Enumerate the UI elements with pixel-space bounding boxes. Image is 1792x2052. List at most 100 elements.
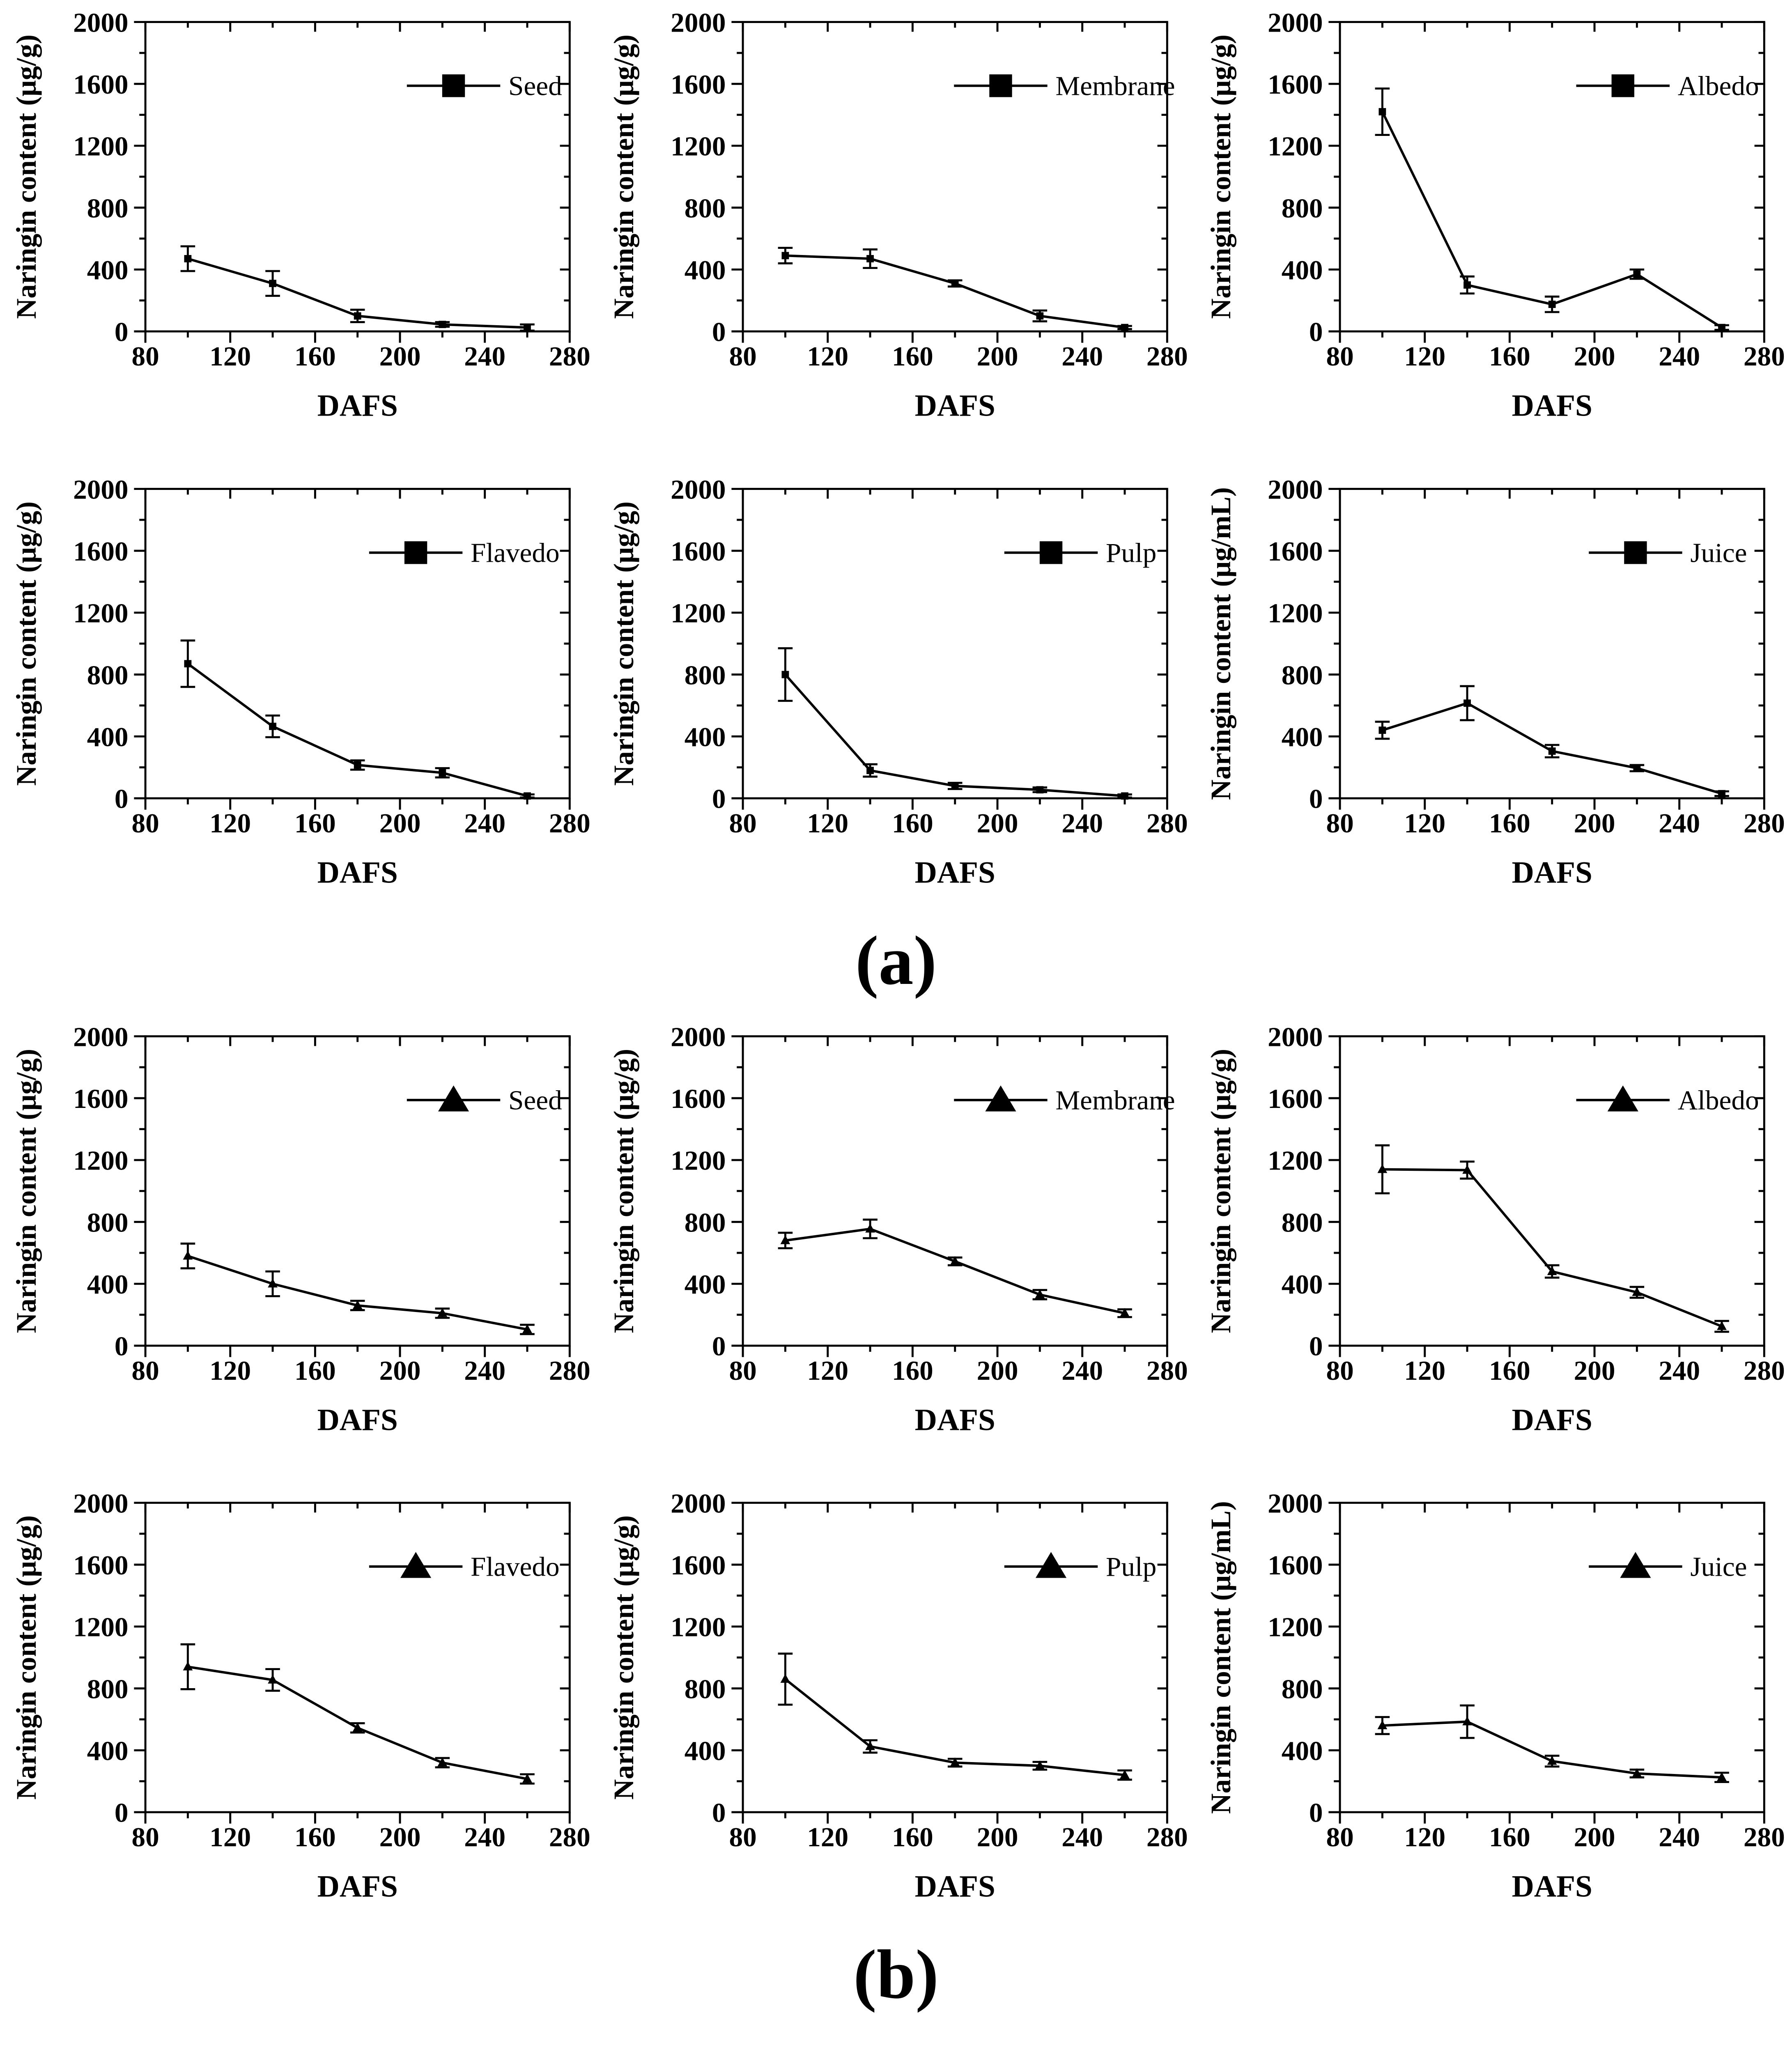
- svg-text:400: 400: [87, 1269, 129, 1300]
- svg-text:200: 200: [1574, 341, 1615, 372]
- svg-text:200: 200: [379, 341, 421, 372]
- chart-a-juice: 80 120 160 200 240 280 0 400 800 1200 1600 2000 Nari…: [1198, 473, 1789, 914]
- chart-svg-a-pulp: 80 120 160 200 240 280 0 400 800 1200 1600 2000 Nari…: [608, 474, 1188, 889]
- svg-text:280: 280: [1146, 1822, 1188, 1853]
- svg-text:240: 240: [464, 808, 505, 839]
- svg-text:200: 200: [1574, 808, 1615, 839]
- svg-text:800: 800: [1282, 1207, 1323, 1238]
- data-series: [1377, 1164, 1727, 1330]
- y-axis-title: Naringin content (μg/g): [10, 34, 42, 319]
- legend-triangle-marker-icon: [400, 1552, 432, 1578]
- svg-text:1200: 1200: [1268, 1612, 1323, 1643]
- legend-label: Membrane: [1055, 70, 1175, 101]
- svg-text:2000: 2000: [73, 1488, 128, 1519]
- svg-text:0: 0: [712, 1797, 726, 1828]
- plot-frame: [134, 21, 571, 343]
- svg-text:280: 280: [549, 1822, 590, 1852]
- svg-text:1600: 1600: [671, 1550, 726, 1581]
- chart-b-flavedo: 80 120 160 200 240 280 0 400 800 1200 1600 2000 Nari…: [3, 1487, 594, 1928]
- svg-text:0: 0: [115, 1330, 129, 1361]
- chart-b-juice: 80 120 160 200 240 280 0 400 800 1200 1600 2000 Nari…: [1198, 1487, 1789, 1928]
- y-axis-title: Naringin content (μg/g): [608, 501, 639, 786]
- svg-text:1200: 1200: [73, 131, 128, 162]
- svg-text:2000: 2000: [1268, 1488, 1323, 1519]
- legend-label: Pulp: [1106, 1551, 1156, 1582]
- panel-a: 80 120 160 200 240 280 0 400 800 1200 1600 2000 Nari…: [0, 0, 1792, 1014]
- chart-svg-b-juice: 80 120 160 200 240 280 0 400 800 1200 1600 2000 Nari…: [1205, 1488, 1785, 1904]
- svg-text:80: 80: [729, 341, 756, 372]
- x-axis-title: DAFS: [1512, 855, 1592, 889]
- x-axis-title: DAFS: [914, 389, 995, 423]
- svg-text:1600: 1600: [73, 69, 128, 100]
- svg-text:240: 240: [464, 341, 505, 372]
- chart-a-seed: 80 120 160 200 240 280 0 400 800 1200 1600 2000 Nari…: [3, 7, 594, 447]
- svg-text:280: 280: [549, 341, 590, 372]
- chart-a-pulp: 80 120 160 200 240 280 0 400 800 1200 1600 2000 Nari…: [601, 473, 1192, 914]
- svg-text:120: 120: [209, 1822, 251, 1852]
- legend: Flavedo: [369, 537, 560, 568]
- svg-text:200: 200: [976, 341, 1018, 372]
- svg-text:160: 160: [294, 808, 336, 839]
- data-series: [1377, 1717, 1727, 1781]
- svg-text:160: 160: [1489, 341, 1530, 372]
- svg-text:1200: 1200: [671, 131, 726, 162]
- y-axis-title: Naringin content (μg/g): [608, 1515, 639, 1800]
- svg-text:120: 120: [807, 1822, 848, 1853]
- svg-text:1600: 1600: [1268, 536, 1323, 567]
- svg-text:400: 400: [684, 1735, 726, 1766]
- svg-text:280: 280: [549, 1355, 590, 1386]
- chart-svg-b-membrane: 80 120 160 200 240 280 0 400 800 1200 1600 2000 Nari…: [608, 1021, 1188, 1437]
- svg-text:2000: 2000: [671, 1021, 726, 1052]
- panel-b-label: (b): [853, 1936, 939, 2013]
- chart-svg-b-seed: 80 120 160 200 240 280 0 400 800 1200 1600 2000 Nari…: [10, 1021, 590, 1437]
- svg-text:80: 80: [131, 808, 159, 839]
- legend-square-marker-icon: [404, 541, 427, 564]
- legend-label: Seed: [508, 1085, 562, 1115]
- svg-text:160: 160: [1489, 1822, 1530, 1852]
- legend: Albedo: [1576, 1085, 1759, 1115]
- svg-text:280: 280: [1744, 1822, 1785, 1852]
- x-axis-title: DAFS: [1512, 1870, 1592, 1904]
- error-bars: [180, 639, 535, 799]
- svg-text:1600: 1600: [73, 1083, 128, 1114]
- svg-text:160: 160: [892, 341, 933, 372]
- svg-text:800: 800: [87, 659, 129, 690]
- legend: Juice: [1589, 537, 1747, 568]
- x-axis-title: DAFS: [317, 1403, 398, 1437]
- data-series: [781, 671, 1128, 800]
- svg-text:400: 400: [87, 255, 129, 285]
- svg-text:280: 280: [1744, 808, 1785, 839]
- x-axis-title: DAFS: [1512, 389, 1592, 423]
- svg-text:200: 200: [1574, 1822, 1615, 1852]
- svg-text:400: 400: [1282, 1269, 1323, 1300]
- svg-text:800: 800: [1282, 1674, 1323, 1705]
- svg-text:80: 80: [131, 341, 159, 372]
- legend-triangle-marker-icon: [438, 1085, 469, 1112]
- svg-text:1600: 1600: [1268, 1083, 1323, 1114]
- y-axis-title: Naringin content (μg/g): [608, 1049, 639, 1333]
- svg-text:400: 400: [87, 1735, 129, 1766]
- svg-text:400: 400: [684, 1269, 726, 1300]
- plot-frame: [1328, 1035, 1766, 1357]
- svg-text:2000: 2000: [671, 7, 726, 38]
- x-axis-title: DAFS: [1512, 1403, 1592, 1437]
- svg-text:0: 0: [1309, 1797, 1323, 1828]
- svg-text:1200: 1200: [671, 1612, 726, 1643]
- svg-text:800: 800: [684, 193, 726, 223]
- error-bars: [778, 247, 1132, 330]
- data-series: [183, 1661, 532, 1783]
- x-axis-title: DAFS: [317, 1870, 398, 1904]
- legend-label: Membrane: [1055, 1085, 1175, 1115]
- error-bars: [1375, 87, 1730, 331]
- svg-text:80: 80: [729, 808, 756, 839]
- svg-text:80: 80: [729, 1355, 756, 1386]
- svg-text:1600: 1600: [1268, 69, 1323, 100]
- svg-text:1600: 1600: [671, 1083, 726, 1114]
- legend-triangle-marker-icon: [985, 1085, 1016, 1112]
- svg-text:280: 280: [1744, 1355, 1785, 1386]
- y-axis-title: Naringin content (μg/g): [10, 1515, 42, 1800]
- svg-text:200: 200: [976, 808, 1018, 839]
- svg-text:1600: 1600: [1268, 1550, 1323, 1581]
- svg-text:160: 160: [294, 341, 336, 372]
- x-axis-title: DAFS: [914, 1870, 995, 1904]
